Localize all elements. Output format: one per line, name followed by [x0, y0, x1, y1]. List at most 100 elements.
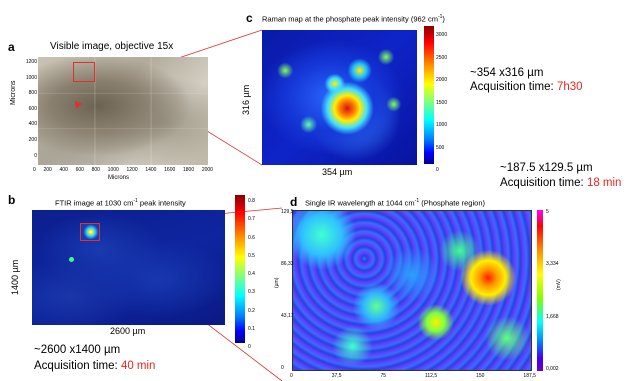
- panel-d-x-tick: 112,5: [424, 373, 438, 379]
- panel-b-colorbar-ticks: 0.8 0.7 0.6 0.5 0.4 0.3 0.2 0.1 0: [248, 192, 255, 357]
- panel-a-y-tick: 400: [28, 121, 37, 128]
- panel-c-title: Raman map at the phosphate peak intensit…: [262, 14, 445, 24]
- panel-c-title-text-end: ): [442, 14, 445, 24]
- panel-a-x-tick: 600: [75, 167, 84, 173]
- panel-c-title-text: Raman map at the phosphate peak intensit…: [262, 14, 438, 24]
- panel-a-x-tick: 800: [91, 167, 100, 173]
- panel-d-y-tick: 129,5: [281, 209, 294, 215]
- panel-c-colorbar-tick: 1500: [436, 99, 448, 106]
- panel-c-raman-map: [262, 30, 417, 165]
- panel-c-acquisition: Acquisition time: 7h30: [470, 81, 583, 93]
- panel-d-title: Single IR wavelength at 1044 cm-1 (Phosp…: [305, 198, 485, 208]
- panel-a-x-tick: 1600: [164, 167, 176, 173]
- panel-a-letter: a: [8, 40, 15, 54]
- panel-d-y-tick: 86,33: [281, 261, 294, 267]
- panel-a-y-tick: 800: [28, 90, 37, 97]
- panel-d-x-tick: 37,5: [331, 373, 342, 379]
- panel-d-title-text-end: (Phosphate region): [419, 198, 485, 208]
- panel-d-y-ticks: 129,5 86,33 43,17 0: [281, 209, 294, 371]
- panel-d-acq-label: Acquisition time:: [500, 177, 587, 189]
- panel-a-x-tick: 200: [43, 167, 52, 173]
- panel-b-title: FTIR image at 1030 cm-1 peak intensity: [55, 198, 186, 208]
- panel-a-y-tick: 1200: [25, 59, 37, 65]
- panel-d-y-axis-label: (µm): [274, 277, 280, 288]
- panel-b-acquisition: Acquisition time: 40 min: [34, 360, 155, 372]
- panel-c-colorbar-tick: 0: [436, 167, 439, 173]
- panel-a-x-tick: 400: [59, 167, 68, 173]
- panel-c-colorbar-ticks: 3000 2500 2000 1500 1000 500 0: [436, 24, 447, 182]
- panel-b-colorbar-tick: 0.4: [248, 271, 255, 278]
- panel-b-colorbar-tick: 0.2: [248, 307, 255, 314]
- panel-d-title-superscript: -1: [414, 198, 420, 204]
- panel-c-letter: c: [246, 11, 253, 25]
- panel-c-colorbar-tick: 3000: [436, 32, 448, 38]
- panel-d-letter: d: [290, 195, 298, 209]
- panel-b-letter: b: [8, 193, 16, 207]
- panel-b-size-text: ~2600 x1400 µm: [34, 344, 121, 356]
- panel-d-size-text: ~187.5 x129.5 µm: [500, 162, 593, 174]
- panel-a-y-ticks: 1200 1000 800 600 400 200 0: [22, 55, 37, 164]
- panel-b-colorbar-tick: 0.1: [248, 326, 255, 333]
- panel-a-y-tick: 1000: [25, 74, 37, 81]
- panel-a-title: Visible image, objective 15x: [50, 41, 174, 52]
- panel-d-colorbar-unit: (mV): [556, 279, 562, 290]
- panel-c-colorbar-tick: 500: [436, 144, 445, 151]
- panel-a-zoom-box: [73, 62, 95, 82]
- panel-c-acq-label: Acquisition time:: [470, 81, 557, 93]
- panel-c-colorbar-tick: 2000: [436, 77, 448, 83]
- panel-b-colorbar-tick: 0.3: [248, 289, 255, 296]
- panel-c-title-superscript: -1: [437, 14, 443, 20]
- panel-c-size-text: ~354 x316 µm: [470, 67, 544, 79]
- panel-a-x-tick: 0: [33, 167, 36, 173]
- panel-b-title-superscript: -1: [133, 198, 138, 204]
- panel-b-acq-value: 40 min: [120, 360, 156, 372]
- panel-b-colorbar-tick: 0.5: [248, 252, 255, 259]
- panel-b-colorbar: [235, 195, 245, 343]
- panel-d-y-tick: 0: [281, 365, 284, 371]
- panel-d-acq-value: 18 min: [586, 177, 622, 189]
- panel-b-colorbar-tick: 0: [248, 344, 251, 351]
- panel-c-colorbar-tick: 2500: [436, 54, 448, 61]
- panel-a-y-tick: 600: [28, 105, 37, 112]
- panel-d-x-ticks: 0 37,5 75 112,5 150 187,5: [290, 373, 536, 379]
- panel-a-x-tick: 1400: [145, 167, 157, 173]
- panel-d-x-tick: 187,5: [523, 373, 536, 379]
- panel-a-y-tick: 0: [34, 152, 37, 159]
- panel-b-acq-label: Acquisition time:: [34, 360, 121, 372]
- panel-d-colorbar-tick: 1,668: [546, 313, 559, 320]
- panel-c-acq-value: 7h30: [556, 81, 583, 93]
- panel-b-ftir-image: [32, 210, 225, 325]
- panel-b-zoom-box: [80, 223, 100, 241]
- panel-a-x-tick: 1200: [126, 167, 138, 173]
- panel-d-colorbar-tick: 5: [546, 209, 549, 215]
- panel-a-y-axis-label: Microns: [10, 80, 17, 105]
- panel-a-x-tick: 1800: [182, 167, 195, 173]
- panel-c-height-label: 316 µm: [241, 84, 251, 115]
- panel-b-colorbar-tick: 0.7: [248, 216, 255, 223]
- panel-d-colorbar-ticks: 5 3,334 1,668 0,002: [546, 209, 559, 372]
- panel-a-x-ticks: 0 200 400 600 800 1000 1200 1400 1600 18…: [33, 167, 213, 173]
- panel-d-x-tick: 0: [290, 373, 293, 379]
- panel-b-colorbar-tick: 0.8: [248, 198, 255, 204]
- panel-b-height-label: 1400 µm: [10, 259, 20, 295]
- panel-d-colorbar-tick: 3,334: [546, 261, 559, 268]
- panel-d-x-tick: 75: [380, 373, 387, 379]
- panel-b-width-label: 2600 µm: [110, 326, 146, 336]
- panel-d-acquisition: Acquisition time: 18 min: [500, 177, 621, 189]
- panel-a-marker-arrow: [71, 98, 83, 109]
- panel-d-title-text: Single IR wavelength at 1044 cm: [305, 198, 415, 208]
- panel-b-colorbar-tick: 0.6: [248, 234, 255, 241]
- panel-b-hotspot: [69, 257, 74, 262]
- panel-d-colorbar: [537, 210, 543, 371]
- panel-c-width-label: 354 µm: [322, 167, 353, 177]
- panel-d-x-tick: 150: [476, 373, 485, 379]
- panel-d-ir-map: [292, 210, 532, 371]
- panel-b-title-text: FTIR image at 1030 cm: [55, 198, 134, 208]
- panel-c-colorbar: [424, 26, 434, 164]
- panel-a-x-tick: 2000: [201, 167, 213, 173]
- panel-d-colorbar-tick: 0,002: [546, 365, 559, 372]
- panel-a-y-tick: 200: [28, 136, 37, 143]
- panel-a-x-tick: 1000: [107, 167, 119, 173]
- panel-b-title-text-end: peak intensity: [137, 198, 186, 208]
- panel-a-visible-image: [38, 57, 208, 165]
